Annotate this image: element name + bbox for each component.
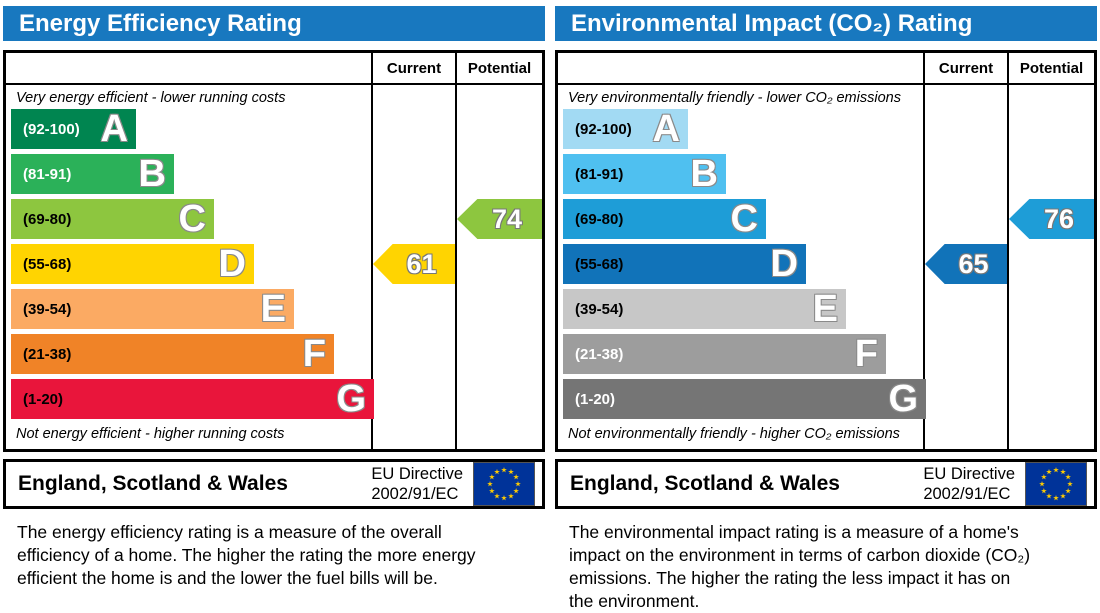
current-column-header: Current: [938, 59, 994, 77]
eu-directive-line1: EU Directive: [923, 465, 1015, 483]
band-c-range: (69-80): [575, 210, 624, 228]
top-caption: Very environmentally friendly - lower CO…: [568, 90, 901, 106]
environmental-impact-chart: Current Potential Very environmentally f…: [555, 50, 1097, 452]
current-rating-arrow: 61: [373, 244, 455, 284]
potential-column-divider: [455, 53, 457, 449]
eu-directive-line1: EU Directive: [371, 465, 463, 483]
band-a: (92-100) A: [11, 109, 136, 149]
environmental-impact-description: The environmental impact rating is a mea…: [569, 522, 1031, 611]
band-f: (21-38) F: [11, 334, 334, 374]
band-c: (69-80) C: [11, 199, 214, 239]
potential-rating-arrow: 74: [457, 199, 542, 239]
environmental-impact-title: Environmental Impact (CO₂) Rating: [555, 6, 1097, 41]
eu-flag-icon: [1025, 462, 1087, 506]
current-column-divider: [923, 53, 925, 449]
band-a-range: (92-100): [575, 120, 632, 138]
band-g: (1-20) G: [563, 379, 926, 419]
current-column-header: Current: [386, 59, 442, 77]
energy-efficiency-description: The energy efficiency rating is a measur…: [17, 522, 476, 588]
band-c-letter: C: [730, 198, 758, 240]
eu-flag-icon: [473, 462, 535, 506]
header-row-divider: [558, 83, 1094, 85]
band-a-range: (92-100): [23, 120, 80, 138]
region-label: England, Scotland & Wales: [18, 472, 288, 495]
region-footer: England, Scotland & Wales EU Directive 2…: [3, 459, 545, 509]
band-d: (55-68) D: [563, 244, 806, 284]
band-f-range: (21-38): [23, 345, 72, 363]
potential-column-header: Potential: [1019, 59, 1084, 77]
potential-rating-value: 74: [491, 203, 523, 234]
band-d-range: (55-68): [575, 255, 624, 273]
current-column-divider: [371, 53, 373, 449]
band-f: (21-38) F: [563, 334, 886, 374]
potential-column-header: Potential: [467, 59, 532, 77]
band-g-range: (1-20): [575, 390, 616, 408]
band-c-range: (69-80): [23, 210, 72, 228]
band-a: (92-100) A: [563, 109, 688, 149]
region-footer: England, Scotland & Wales EU Directive 2…: [555, 459, 1097, 509]
band-f-range: (21-38): [575, 345, 624, 363]
band-e-range: (39-54): [23, 300, 72, 318]
band-f-letter: F: [302, 333, 326, 375]
band-e-letter: E: [260, 288, 286, 330]
band-e-range: (39-54): [575, 300, 624, 318]
potential-rating-value: 76: [1043, 203, 1075, 234]
bottom-caption: Not energy efficient - higher running co…: [16, 426, 285, 442]
band-b: (81-91) B: [11, 154, 174, 194]
eu-directive-line2: 2002/91/EC: [923, 485, 1011, 503]
environmental-impact-panel: Environmental Impact (CO₂) Rating Curren…: [555, 6, 1097, 613]
band-d-range: (55-68): [23, 255, 72, 273]
potential-column-divider: [1007, 53, 1009, 449]
eu-directive-label: EU Directive 2002/91/EC: [371, 464, 463, 504]
band-b-letter: B: [690, 153, 718, 195]
energy-efficiency-title: Energy Efficiency Rating: [3, 6, 545, 41]
potential-rating-arrow: 76: [1009, 199, 1094, 239]
band-c-letter: C: [178, 198, 206, 240]
header-row-divider: [6, 83, 542, 85]
band-e: (39-54) E: [563, 289, 846, 329]
band-f-letter: F: [854, 333, 878, 375]
energy-efficiency-chart: Current Potential Very energy efficient …: [3, 50, 545, 452]
band-a-letter: A: [652, 108, 680, 150]
region-label: England, Scotland & Wales: [570, 472, 840, 495]
top-caption: Very energy efficient - lower running co…: [16, 90, 286, 106]
band-e-letter: E: [812, 288, 838, 330]
band-g: (1-20) G: [11, 379, 374, 419]
bottom-caption: Not environmentally friendly - higher CO…: [568, 426, 900, 442]
energy-efficiency-panel: Energy Efficiency Rating Current Potenti…: [3, 6, 545, 613]
band-e: (39-54) E: [11, 289, 294, 329]
band-d-letter: D: [218, 243, 246, 285]
band-g-letter: G: [336, 378, 366, 420]
band-d: (55-68) D: [11, 244, 254, 284]
eu-directive-line2: 2002/91/EC: [371, 485, 459, 503]
band-g-letter: G: [888, 378, 918, 420]
band-b-letter: B: [138, 153, 166, 195]
band-b-range: (81-91): [575, 165, 624, 183]
current-rating-value: 61: [406, 248, 437, 279]
current-rating-arrow: 65: [925, 244, 1007, 284]
band-g-range: (1-20): [23, 390, 64, 408]
band-b-range: (81-91): [23, 165, 72, 183]
band-d-letter: D: [770, 243, 798, 285]
eu-directive-label: EU Directive 2002/91/EC: [923, 464, 1015, 504]
band-c: (69-80) C: [563, 199, 766, 239]
band-a-letter: A: [100, 108, 128, 150]
band-b: (81-91) B: [563, 154, 726, 194]
current-rating-value: 65: [958, 248, 989, 279]
